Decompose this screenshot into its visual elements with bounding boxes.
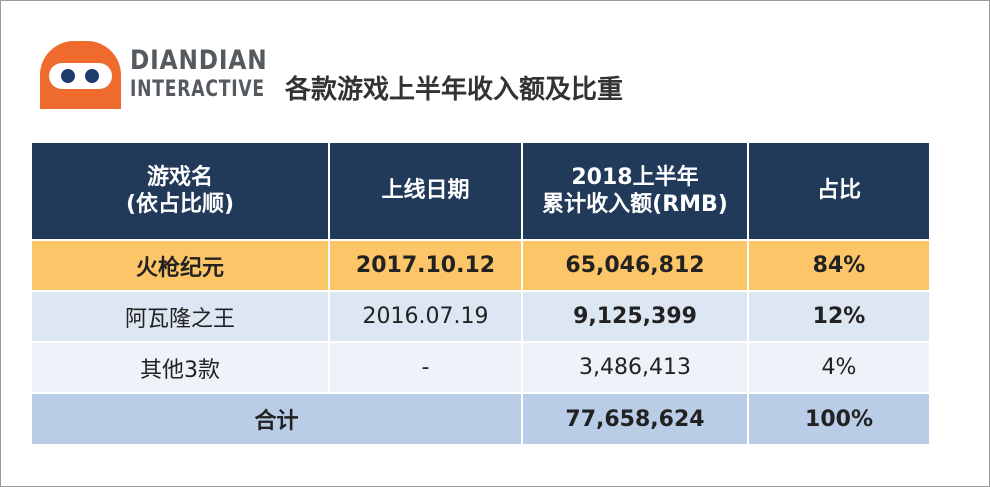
header-share: 占比 xyxy=(747,141,931,241)
cell-total-share: 100% xyxy=(747,392,931,446)
cell-game-name: 阿瓦隆之王 xyxy=(30,290,330,343)
cell-launch-date: 2017.10.12 xyxy=(328,239,523,292)
revenue-table: 游戏名 (依占比顺) 上线日期 2018上半年 累计收入额(RMB) 占比 火枪… xyxy=(30,141,931,446)
header-revenue: 2018上半年 累计收入额(RMB) xyxy=(521,141,749,241)
diandian-logo-icon xyxy=(40,41,121,109)
table-total-row: 合计 77,658,624 100% xyxy=(30,392,931,446)
logo-text-line1: DIANDIAN xyxy=(130,45,268,76)
header-launch-date: 上线日期 xyxy=(328,141,523,241)
cell-revenue: 65,046,812 xyxy=(521,239,749,292)
logo-eye-right xyxy=(85,69,99,83)
cell-launch-date: 2016.07.19 xyxy=(328,290,523,343)
header-game-name: 游戏名 (依占比顺) xyxy=(30,141,330,241)
logo-wordmark: DIANDIAN INTERACTIVE xyxy=(130,47,303,101)
logo-eye-left xyxy=(61,69,75,83)
cell-launch-date: - xyxy=(328,341,523,394)
logo-visor xyxy=(49,63,112,89)
table-row: 阿瓦隆之王 2016.07.19 9,125,399 12% xyxy=(30,290,931,343)
cell-game-name: 火枪纪元 xyxy=(30,239,330,292)
cell-revenue: 9,125,399 xyxy=(521,290,749,343)
logo-text-line2: INTERACTIVE xyxy=(130,77,265,102)
cell-total-label: 合计 xyxy=(30,392,523,446)
cell-game-name: 其他3款 xyxy=(30,341,330,394)
table-row: 火枪纪元 2017.10.12 65,046,812 84% xyxy=(30,239,931,292)
cell-total-revenue: 77,658,624 xyxy=(521,392,749,446)
page-title: 各款游戏上半年收入额及比重 xyxy=(285,75,624,105)
cell-share: 4% xyxy=(747,341,931,394)
cell-share: 84% xyxy=(747,239,931,292)
table-header-row: 游戏名 (依占比顺) 上线日期 2018上半年 累计收入额(RMB) 占比 xyxy=(30,141,931,241)
table-row: 其他3款 - 3,486,413 4% xyxy=(30,341,931,394)
cell-revenue: 3,486,413 xyxy=(521,341,749,394)
cell-share: 12% xyxy=(747,290,931,343)
